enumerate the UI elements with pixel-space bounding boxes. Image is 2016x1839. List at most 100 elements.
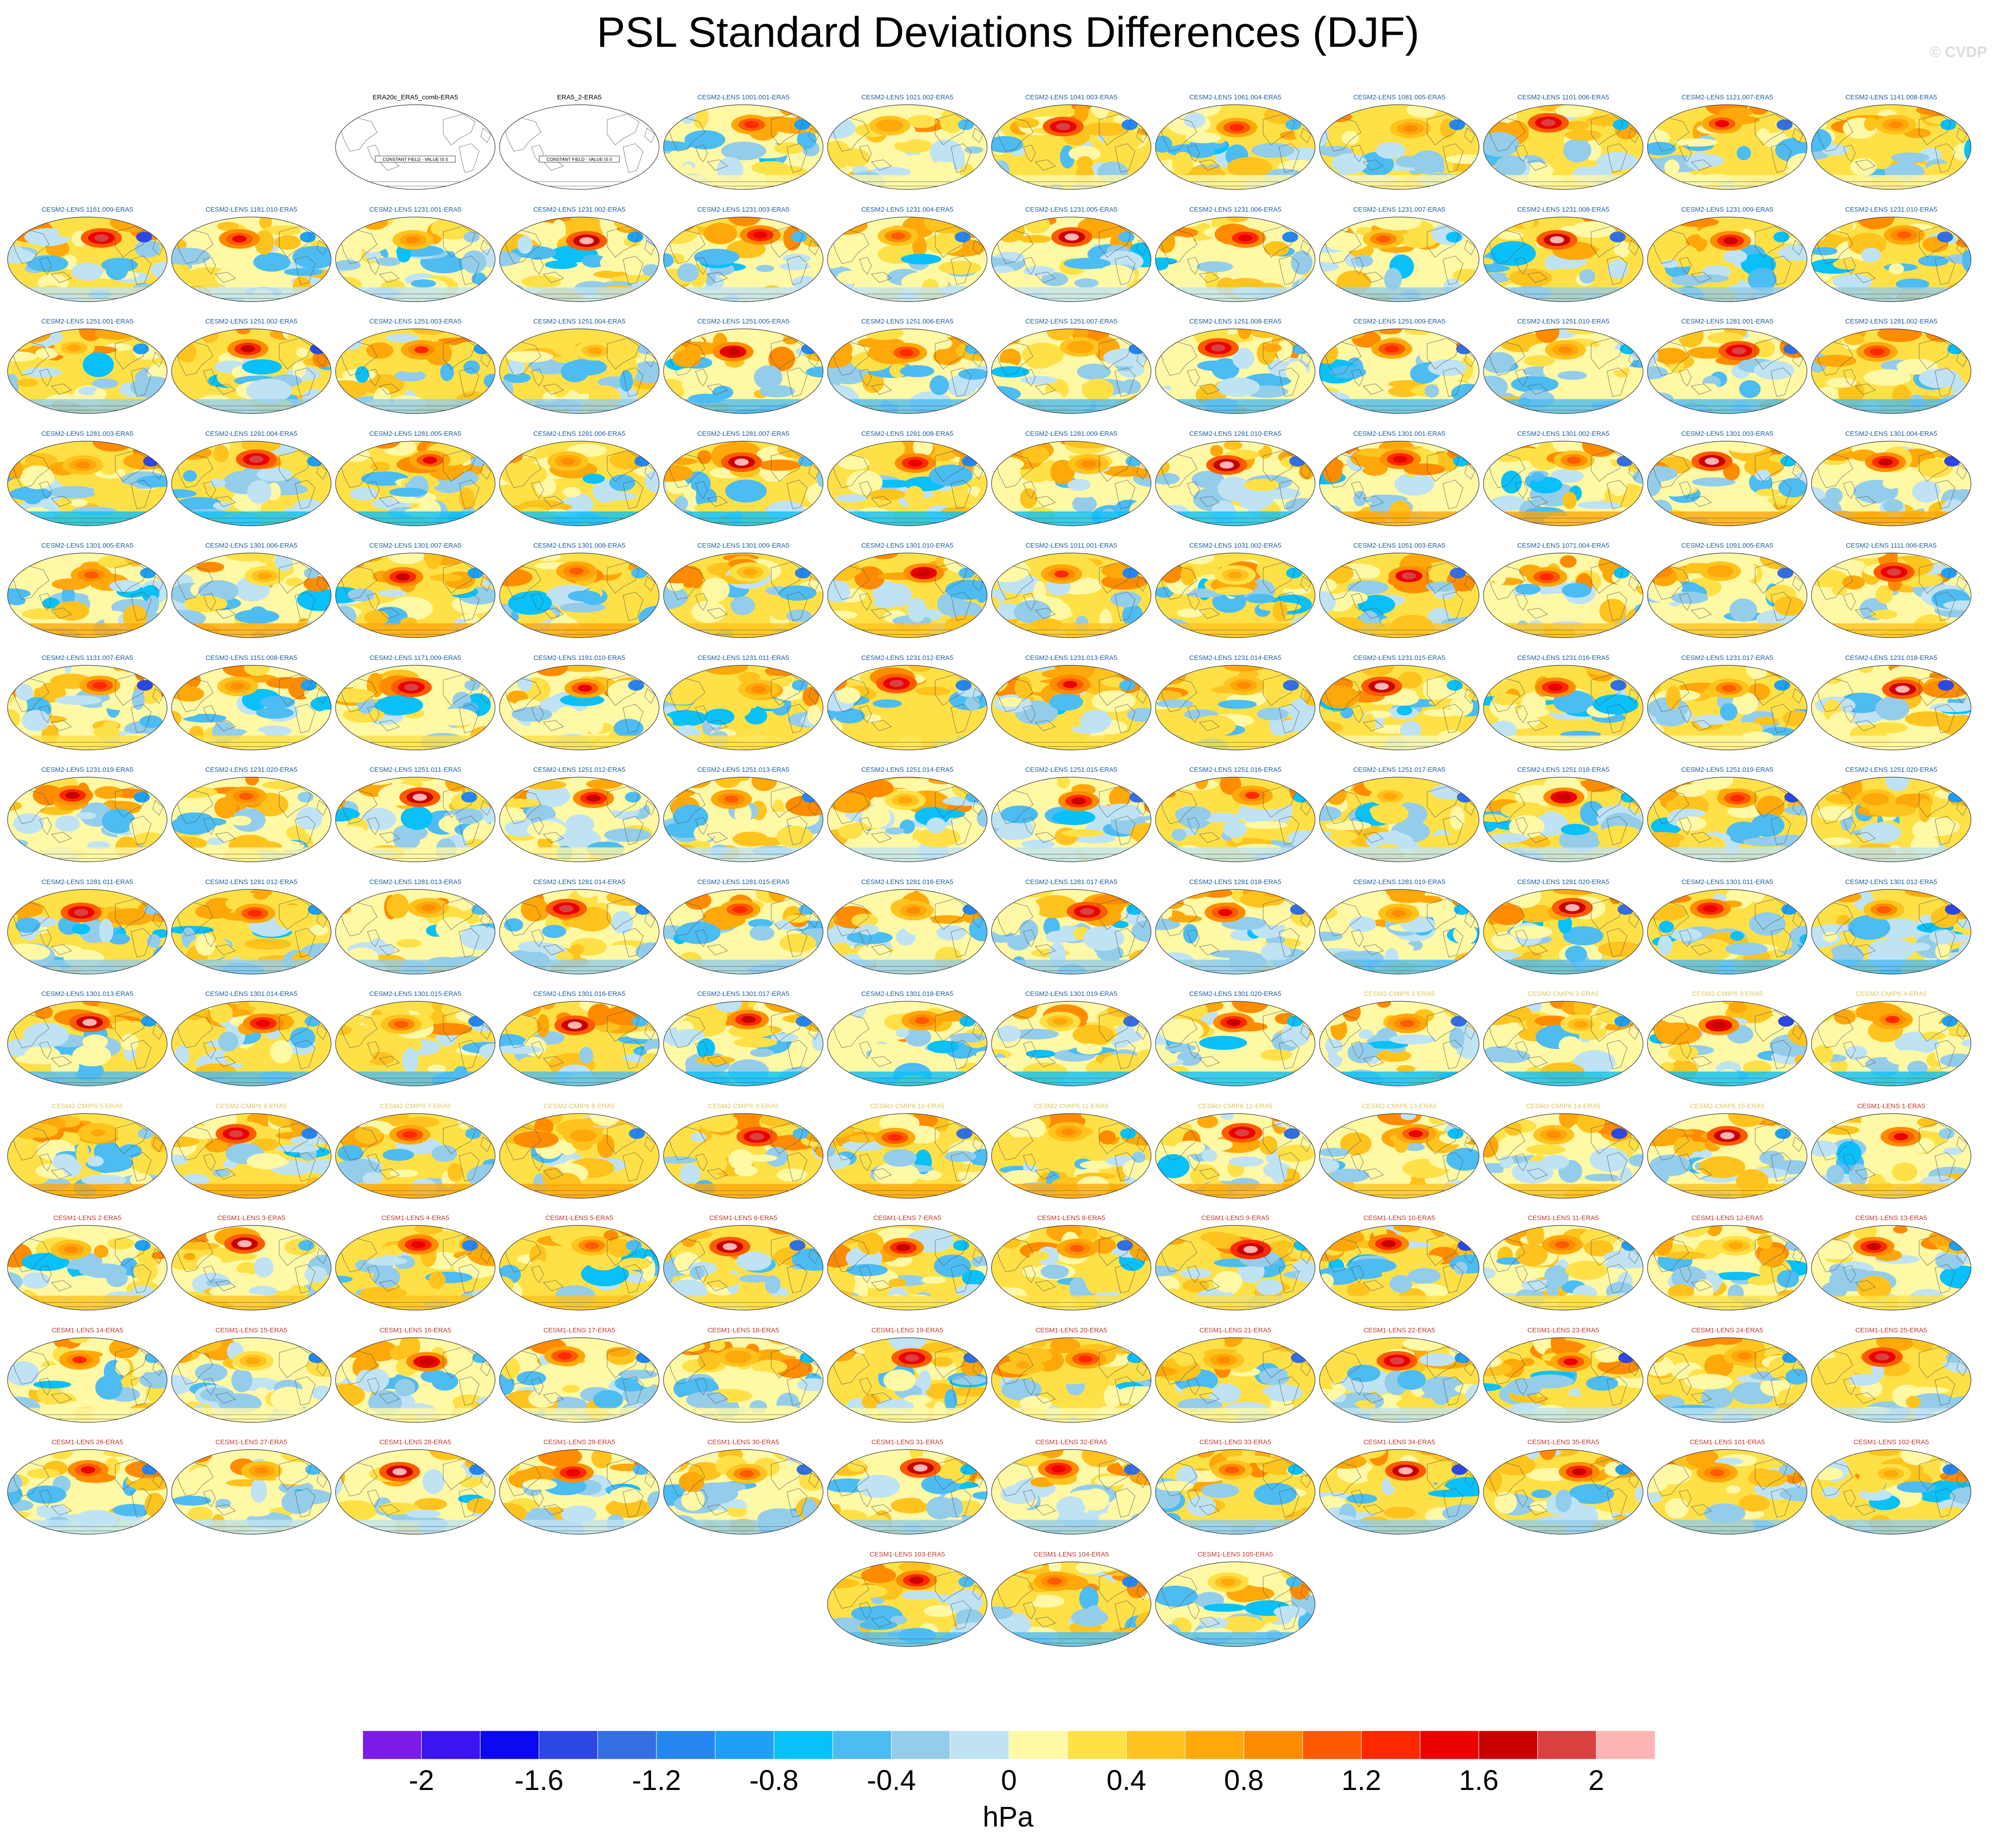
map-panel: CESM1-LENS 3-ERA5 <box>170 1214 332 1311</box>
map-panel: CESM2-LENS 1011.001-ERA5 <box>990 542 1152 639</box>
panel-title: CESM1-LENS 12-ERA5 <box>1691 1214 1763 1222</box>
map-panel: CESM1-LENS 26-ERA5 <box>6 1438 168 1536</box>
colorbar-swatch <box>774 1731 833 1759</box>
map-plot <box>1155 1337 1315 1423</box>
map-panel: CESM2-LENS 1281.006-ERA5 <box>498 430 660 527</box>
watermark: © CVDP <box>1930 44 1987 61</box>
panel-title: CESM2-LENS 1131.007-ERA5 <box>41 654 133 662</box>
map-plot <box>991 664 1151 750</box>
panel-title: CESM2-LENS 1301.010-ERA5 <box>861 542 954 549</box>
map-plot <box>991 1337 1151 1423</box>
panel-title: CESM2-LENS 1301.011-ERA5 <box>1681 878 1773 886</box>
map-plot <box>991 104 1151 190</box>
map-plot <box>991 216 1151 302</box>
panel-title: CESM1-LENS 5-ERA5 <box>545 1214 614 1222</box>
panel-title: CESM1-LENS 6-ERA5 <box>709 1214 778 1222</box>
map-plot <box>827 664 988 750</box>
panel-title: CESM2-LENS 1301.019-ERA5 <box>1025 990 1118 998</box>
panel-title: CESM2-LENS 1191.010-ERA5 <box>533 654 625 662</box>
panel-title: CESM2-LENS 1251.010-ERA5 <box>1517 318 1610 325</box>
panel-title: CESM2-LENS 1021.002-ERA5 <box>861 94 954 101</box>
panel-title: CESM2-LENS 1251.015-ERA5 <box>1025 766 1118 774</box>
panel-title: CESM2-LENS 1061.004-ERA5 <box>1189 94 1282 101</box>
map-plot <box>1647 216 1807 302</box>
panel-title: CESM1-LENS 7-ERA5 <box>873 1214 942 1222</box>
colorbar-swatch <box>1126 1731 1185 1759</box>
map-panel: CESM2-LENS 1281.011-ERA5 <box>6 878 168 975</box>
panel-title: CESM2-LENS 1251.016-ERA5 <box>1189 766 1282 774</box>
map-plot <box>499 216 660 302</box>
map-plot <box>1647 1225 1807 1311</box>
map-panel: CESM2-LENS 1281.016-ERA5 <box>826 878 988 975</box>
map-plot <box>1811 553 1971 638</box>
panel-title: CESM1-LENS 32-ERA5 <box>1035 1438 1107 1446</box>
panel-title: CESM2-LENS 1251.004-ERA5 <box>533 318 626 325</box>
map-panel: CESM1-LENS 19-ERA5 <box>826 1327 988 1424</box>
map-panel: CESM2-LENS 1301.006-ERA5 <box>170 542 332 639</box>
panel-title: CESM1-LENS 22-ERA5 <box>1363 1326 1435 1334</box>
map-plot <box>1647 1337 1807 1423</box>
map-panel: CESM2-LENS 1281.019-ERA5 <box>1318 878 1480 975</box>
panel-title: CESM2-CMIP6 8-ERA5 <box>544 1102 615 1110</box>
colorbar-swatch <box>1243 1731 1303 1759</box>
map-plot <box>991 1113 1151 1199</box>
map-plot <box>171 664 332 750</box>
panel-title: CESM2-LENS 1301.005-ERA5 <box>41 542 134 549</box>
map-panel: CESM1-LENS 21-ERA5 <box>1154 1327 1316 1424</box>
panel-title: CESM2-LENS 1301.003-ERA5 <box>1681 430 1774 438</box>
map-panel: ERA5_2-ERA5 CONSTANT FIELD - VALUE IS 0 <box>498 94 660 191</box>
map-panel: CESM2-LENS 1231.018-ERA5 <box>1810 654 1972 751</box>
map-plot <box>663 216 824 302</box>
map-plot <box>1319 889 1479 975</box>
panel-title: CESM1-LENS 27-ERA5 <box>215 1438 287 1446</box>
map-panel: CESM1-LENS 28-ERA5 <box>334 1438 496 1536</box>
panel-title: CESM2-LENS 1281.017-ERA5 <box>1025 878 1118 886</box>
colorbar-swatch <box>1184 1731 1244 1759</box>
panel-title: ERA5_2-ERA5 <box>557 94 602 101</box>
map-panel: CESM2-LENS 1301.011-ERA5 <box>1646 878 1808 975</box>
map-plot <box>827 440 988 526</box>
map-panel: CESM2-LENS 1251.015-ERA5 <box>990 766 1152 863</box>
map-panel: CESM2-CMIP6 3-ERA5 <box>1646 990 1808 1087</box>
map-panel: CESM2-LENS 1251.003-ERA5 <box>334 318 496 415</box>
map-plot <box>499 1001 660 1086</box>
panel-title: CESM2-LENS 1151.008-ERA5 <box>205 654 297 662</box>
panel-title: CESM2-LENS 1251.002-ERA5 <box>205 318 298 325</box>
map-panel: CESM1-LENS 103-ERA5 <box>826 1551 988 1648</box>
map-plot <box>1483 1449 1643 1535</box>
map-panel: CESM2-LENS 1301.018-ERA5 <box>826 990 988 1087</box>
panel-title: CESM1-LENS 1-ERA5 <box>1857 1102 1926 1110</box>
colorbar-swatch <box>1596 1731 1655 1759</box>
map-panel: CESM2-LENS 1251.019-ERA5 <box>1646 766 1808 863</box>
map-panel: CESM1-LENS 18-ERA5 <box>662 1327 824 1424</box>
map-plot <box>991 553 1151 638</box>
map-plot <box>1319 664 1479 750</box>
map-plot <box>499 553 660 638</box>
panel-title: CESM2-LENS 1231.011-ERA5 <box>697 654 789 662</box>
map-plot <box>7 216 168 302</box>
map-plot <box>499 1113 660 1199</box>
panel-title: CESM2-LENS 1281.007-ERA5 <box>697 430 790 438</box>
panel-title: CESM2-LENS 1101.006-ERA5 <box>1517 94 1609 101</box>
map-panel: CESM2-CMIP6 15-ERA5 <box>1646 1102 1808 1200</box>
constant-field-note: CONSTANT FIELD - VALUE IS 0 <box>547 157 612 162</box>
map-panel: CESM2-LENS 1301.020-ERA5 <box>1154 990 1316 1087</box>
map-panel: CESM1-LENS 101-ERA5 <box>1646 1438 1808 1536</box>
map-panel: CESM2-LENS 1231.006-ERA5 <box>1154 206 1316 303</box>
map-plot <box>1811 1225 1971 1311</box>
map-plot <box>663 104 824 190</box>
map-panel: CESM2-LENS 1131.007-ERA5 <box>6 654 168 751</box>
panel-title: CESM2-CMIP6 15-ERA5 <box>1690 1102 1765 1110</box>
colorbar-swatch <box>480 1731 539 1759</box>
map-plot <box>335 664 496 750</box>
map-plot <box>1155 1113 1315 1199</box>
panel-title: CESM2-LENS 1251.003-ERA5 <box>369 318 462 325</box>
map-panel: CESM2-CMIP6 8-ERA5 <box>498 1102 660 1200</box>
panel-title: CESM2-LENS 1301.016-ERA5 <box>533 990 626 998</box>
panel-title: CESM2-LENS 1231.007-ERA5 <box>1353 205 1446 213</box>
panel-title: CESM2-LENS 1301.020-ERA5 <box>1189 990 1282 998</box>
map-plot <box>663 889 824 975</box>
panel-title: CESM2-LENS 1301.009-ERA5 <box>697 542 790 549</box>
map-plot <box>171 1337 332 1423</box>
map-panel: CESM2-CMIP6 5-ERA5 <box>6 1102 168 1200</box>
